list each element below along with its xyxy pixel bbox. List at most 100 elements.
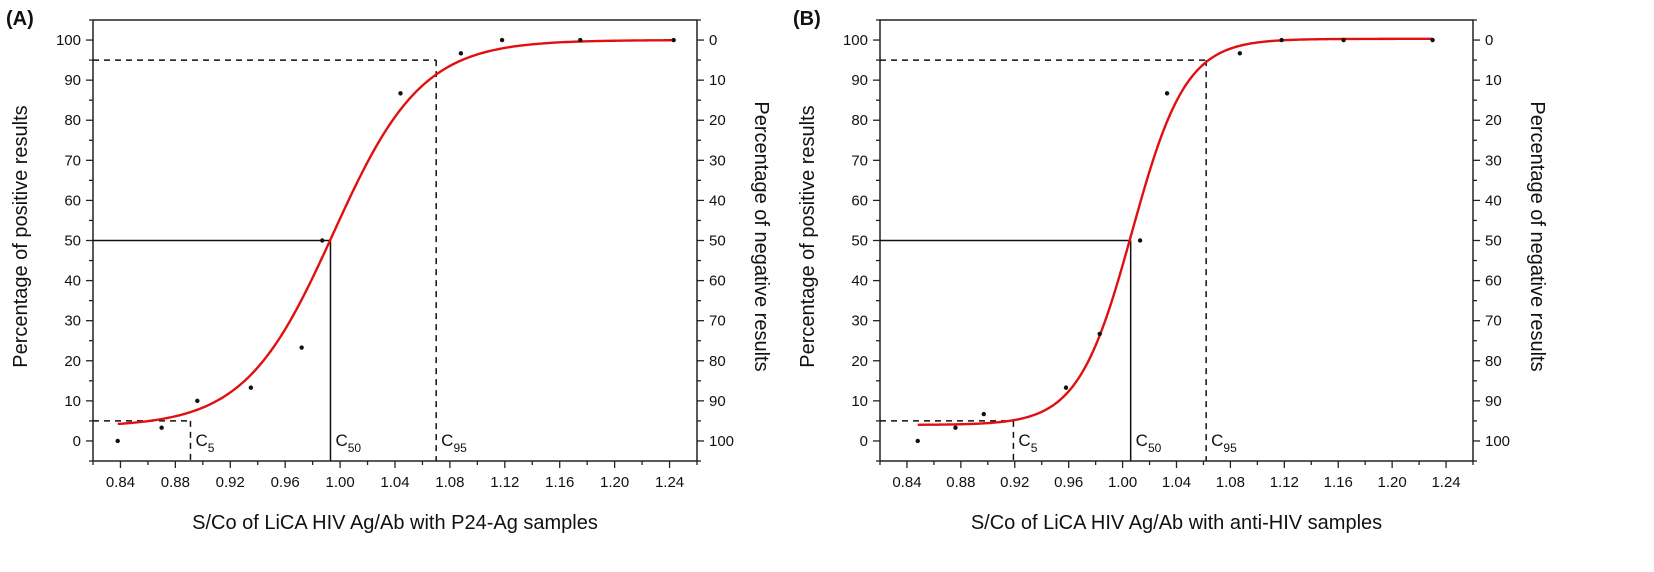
data-point [1164, 91, 1170, 96]
chart-panel-a: (A) 0.84 0.88 0.92 0.96 1.00 1.04 1.08 1.12 1.16 1… [6, 8, 772, 534]
data-point [1063, 385, 1069, 390]
x-tick-label: 1.00 [325, 474, 354, 491]
data-point [671, 37, 676, 43]
x-tick-label: 1.12 [490, 474, 519, 491]
label-subscript: 5 [1031, 441, 1038, 455]
y-tick-label: 60 [64, 192, 81, 209]
y-tick-label: 40 [64, 273, 81, 290]
x-tick-label: 1.08 [435, 474, 464, 491]
x-tick-label: 0.88 [946, 474, 975, 491]
y2-axis-title: Percentage of negative results [750, 101, 772, 371]
y-tick-label: 10 [64, 393, 81, 410]
label-main: C [1211, 431, 1223, 450]
x-tick-label: 0.92 [216, 474, 245, 491]
label-main: C [195, 431, 207, 450]
label-main: C [441, 431, 453, 450]
y2-tick-label: 10 [709, 72, 726, 89]
label-c95: C95 [441, 431, 467, 455]
y2-axis-title: Percentage of negative results [1526, 101, 1548, 371]
y-tick-label: 50 [851, 233, 868, 250]
x-tick-label: 1.24 [1431, 474, 1460, 491]
label-main: C [1018, 431, 1030, 450]
data-point [115, 438, 120, 444]
data-point [1279, 37, 1284, 43]
y-axis-title: Percentage of positive results [10, 105, 32, 367]
label-c50: C50 [335, 431, 361, 455]
y2-tick-label: 50 [1485, 233, 1502, 250]
data-point [159, 425, 164, 430]
y2-tick-label: 30 [1485, 152, 1502, 169]
y2-tick-label: 90 [709, 393, 726, 410]
x-tick-label: 1.16 [545, 474, 574, 491]
data-point [320, 238, 325, 243]
y2-tick-label: 40 [1485, 192, 1502, 209]
x-tick-label: 0.84 [892, 474, 921, 491]
y-tick-label: 70 [64, 152, 81, 169]
y2-tick-label: 40 [709, 192, 726, 209]
label-subscript: 95 [1223, 441, 1237, 455]
y2-tick-label: 10 [1485, 72, 1502, 89]
y2-tick-label: 30 [709, 152, 726, 169]
label-c5: C5 [195, 431, 214, 455]
data-point [1137, 238, 1143, 243]
label-subscript: 50 [348, 441, 362, 455]
x-tick-label: 0.92 [1000, 474, 1029, 491]
x-axis-title: S/Co of LiCA HIV Ag/Ab with P24-Ag sampl… [192, 512, 598, 534]
x-tick-label: 0.96 [271, 474, 300, 491]
y-tick-label: 20 [851, 353, 868, 370]
y2-tick-label: 50 [709, 233, 726, 250]
y-axis-title: Percentage of positive results [797, 105, 819, 367]
label-c95: C95 [1211, 431, 1237, 455]
y2-tick-label: 0 [1485, 32, 1493, 49]
data-point [248, 385, 254, 390]
data-point [499, 37, 505, 43]
y2-tick-label: 20 [709, 112, 726, 129]
y-tick-label: 20 [64, 353, 81, 370]
x-tick-label: 1.12 [1270, 474, 1299, 491]
label-subscript: 5 [208, 441, 215, 455]
data-point [1237, 51, 1243, 56]
y2-tick-label: 100 [709, 433, 734, 450]
chart-panel-b: (B) 0.84 0.88 0.92 0.96 1.00 1.04 1.08 1.12 1.16 1… [793, 8, 1548, 534]
y2-tick-label: 70 [1485, 313, 1502, 330]
y2-tick-label: 60 [709, 273, 726, 290]
x-axis-title: S/Co of LiCA HIV Ag/Ab with anti-HIV sam… [971, 512, 1382, 534]
label-c50: C50 [1136, 431, 1162, 455]
label-subscript: 95 [453, 441, 467, 455]
data-point [195, 398, 200, 404]
x-tick-label: 0.84 [106, 474, 135, 491]
data-point [1430, 37, 1435, 43]
y2-tick-label: 90 [1485, 393, 1502, 410]
x-tick-label: 1.16 [1324, 474, 1353, 491]
y-tick-label: 30 [64, 313, 81, 330]
y2-tick-label: 80 [709, 353, 726, 370]
label-subscript: 50 [1148, 441, 1162, 455]
y2-tick-label: 0 [709, 32, 717, 49]
panel-label: (B) [793, 8, 821, 30]
data-point [398, 91, 403, 96]
data-point [1097, 331, 1102, 337]
y-tick-label: 40 [851, 273, 868, 290]
y-tick-label: 80 [851, 112, 868, 129]
x-tick-label: 1.04 [1162, 474, 1191, 491]
label-main: C [1136, 431, 1148, 450]
y2-tick-label: 60 [1485, 273, 1502, 290]
y2-tick-label: 20 [1485, 112, 1502, 129]
fit-curve [117, 39, 674, 426]
data-point [915, 438, 920, 444]
y-tick-label: 100 [56, 32, 81, 49]
label-main: C [335, 431, 347, 450]
x-tick-label: 0.96 [1054, 474, 1083, 491]
x-tick-label: 1.20 [1378, 474, 1407, 491]
y-tick-label: 0 [73, 433, 81, 450]
data-point [981, 411, 986, 417]
y-tick-label: 80 [64, 112, 81, 129]
x-tick-label: 0.88 [161, 474, 190, 491]
data-point [458, 51, 464, 56]
y-tick-label: 30 [851, 313, 868, 330]
y-tick-label: 90 [851, 72, 868, 89]
y2-tick-label: 70 [709, 313, 726, 330]
data-point [953, 425, 958, 430]
y-tick-label: 0 [860, 433, 868, 450]
